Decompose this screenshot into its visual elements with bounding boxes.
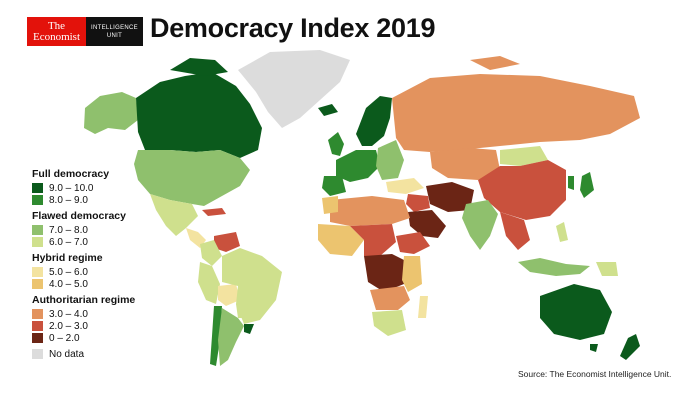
region-greenland bbox=[238, 50, 350, 128]
region-saudi-arabia bbox=[408, 210, 446, 238]
legend-range: 8.0 – 9.0 bbox=[49, 194, 88, 206]
region-india bbox=[462, 200, 498, 250]
region-iberia bbox=[322, 176, 346, 196]
legend-range: 6.0 – 7.0 bbox=[49, 236, 88, 248]
region-paraguay bbox=[236, 304, 248, 318]
region-iran bbox=[426, 182, 474, 212]
legend-swatch bbox=[32, 279, 43, 289]
region-north-africa bbox=[330, 196, 410, 226]
region-bolivia bbox=[218, 284, 240, 306]
region-horn bbox=[396, 232, 430, 254]
legend-swatch bbox=[32, 321, 43, 331]
legend-heading: Flawed democracy bbox=[32, 210, 126, 222]
region-alaska bbox=[84, 92, 138, 134]
region-papua bbox=[596, 262, 618, 276]
region-china bbox=[478, 160, 566, 220]
legend-group-hybrid-regime: Hybrid regime 5.0 – 6.0 4.0 – 5.0 bbox=[32, 252, 162, 290]
region-madagascar bbox=[418, 296, 428, 318]
region-west-africa bbox=[318, 224, 364, 256]
region-southern-africa-north bbox=[370, 286, 410, 310]
legend-swatch bbox=[32, 309, 43, 319]
region-iraq-syria bbox=[406, 194, 430, 212]
region-western-europe bbox=[336, 150, 380, 182]
map-legend: Full democracy 9.0 – 10.0 8.0 – 9.0 Flaw… bbox=[32, 168, 162, 360]
region-colombia bbox=[200, 240, 222, 266]
region-central-asia bbox=[430, 148, 500, 180]
legend-swatch bbox=[32, 349, 43, 359]
legend-heading: Full democracy bbox=[32, 168, 110, 180]
region-peru bbox=[198, 262, 220, 304]
legend-group-full-democracy: Full democracy 9.0 – 10.0 8.0 – 9.0 bbox=[32, 168, 162, 206]
region-venezuela bbox=[214, 232, 240, 252]
legend-item: 4.0 – 5.0 bbox=[32, 278, 162, 290]
region-usa bbox=[134, 150, 250, 206]
legend-range: 5.0 – 6.0 bbox=[49, 266, 88, 278]
legend-swatch bbox=[32, 195, 43, 205]
economist-wordmark: The Economist bbox=[27, 17, 86, 46]
region-russia-islands bbox=[470, 56, 520, 70]
region-eastern-europe bbox=[376, 140, 404, 180]
legend-item: 0 – 2.0 bbox=[32, 332, 162, 344]
region-se-asia bbox=[500, 212, 530, 250]
legend-range: 4.0 – 5.0 bbox=[49, 278, 88, 290]
legend-range: 2.0 – 3.0 bbox=[49, 320, 88, 332]
region-scandinavia bbox=[356, 96, 392, 146]
region-argentina bbox=[218, 308, 244, 366]
region-chile bbox=[210, 306, 222, 366]
region-australia bbox=[540, 284, 612, 340]
legend-item: 6.0 – 7.0 bbox=[32, 236, 162, 248]
legend-group-flawed-democracy: Flawed democracy 7.0 – 8.0 6.0 – 7.0 bbox=[32, 210, 162, 248]
legend-item: 5.0 – 6.0 bbox=[32, 266, 162, 278]
region-new-zealand bbox=[620, 334, 640, 360]
legend-range: No data bbox=[49, 348, 85, 360]
legend-swatch bbox=[32, 225, 43, 235]
region-central-africa bbox=[364, 254, 408, 292]
legend-heading: Hybrid regime bbox=[32, 252, 103, 264]
region-indonesia bbox=[518, 258, 590, 276]
region-south-africa bbox=[372, 310, 406, 336]
region-mongolia bbox=[500, 146, 548, 166]
legend-swatch bbox=[32, 237, 43, 247]
region-philippines bbox=[556, 222, 568, 242]
source-note: Source: The Economist Intelligence Unit. bbox=[518, 369, 672, 379]
region-turkey bbox=[386, 178, 424, 194]
legend-swatch bbox=[32, 333, 43, 343]
region-canada-islands bbox=[170, 58, 228, 76]
region-mexico bbox=[150, 194, 198, 236]
legend-item: 8.0 – 9.0 bbox=[32, 194, 162, 206]
legend-item: 7.0 – 8.0 bbox=[32, 224, 162, 236]
legend-swatch bbox=[32, 267, 43, 277]
legend-item: 2.0 – 3.0 bbox=[32, 320, 162, 332]
region-canada bbox=[136, 72, 262, 158]
region-east-africa bbox=[402, 256, 422, 292]
legend-range: 9.0 – 10.0 bbox=[49, 182, 94, 194]
legend-range: 7.0 – 8.0 bbox=[49, 224, 88, 236]
legend-group-authoritarian-regime: Authoritarian regime 3.0 – 4.0 2.0 – 3.0… bbox=[32, 294, 162, 344]
region-iceland bbox=[318, 104, 338, 116]
region-russia bbox=[392, 74, 640, 152]
legend-heading: Authoritarian regime bbox=[32, 294, 136, 306]
legend-item-no-data: No data bbox=[32, 348, 162, 360]
region-japan bbox=[580, 172, 594, 198]
legend-swatch bbox=[32, 183, 43, 193]
region-morocco bbox=[322, 196, 338, 214]
region-uruguay bbox=[244, 324, 254, 334]
economist-logo: The Economist INTELLIGENCE UNIT bbox=[27, 17, 143, 46]
region-cuba bbox=[202, 208, 226, 216]
page-title: Democracy Index 2019 bbox=[150, 13, 436, 43]
region-korea bbox=[568, 176, 574, 190]
region-central-america bbox=[186, 228, 206, 248]
region-uk bbox=[328, 132, 344, 156]
legend-range: 3.0 – 4.0 bbox=[49, 308, 88, 320]
intelligence-unit-wordmark: INTELLIGENCE UNIT bbox=[86, 17, 143, 46]
region-sahel bbox=[350, 224, 396, 256]
legend-item: 9.0 – 10.0 bbox=[32, 182, 162, 194]
legend-item: 3.0 – 4.0 bbox=[32, 308, 162, 320]
legend-range: 0 – 2.0 bbox=[49, 332, 80, 344]
region-tasmania bbox=[590, 344, 598, 352]
